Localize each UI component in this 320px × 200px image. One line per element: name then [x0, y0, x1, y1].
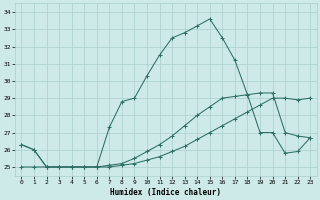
X-axis label: Humidex (Indice chaleur): Humidex (Indice chaleur) [110, 188, 221, 197]
